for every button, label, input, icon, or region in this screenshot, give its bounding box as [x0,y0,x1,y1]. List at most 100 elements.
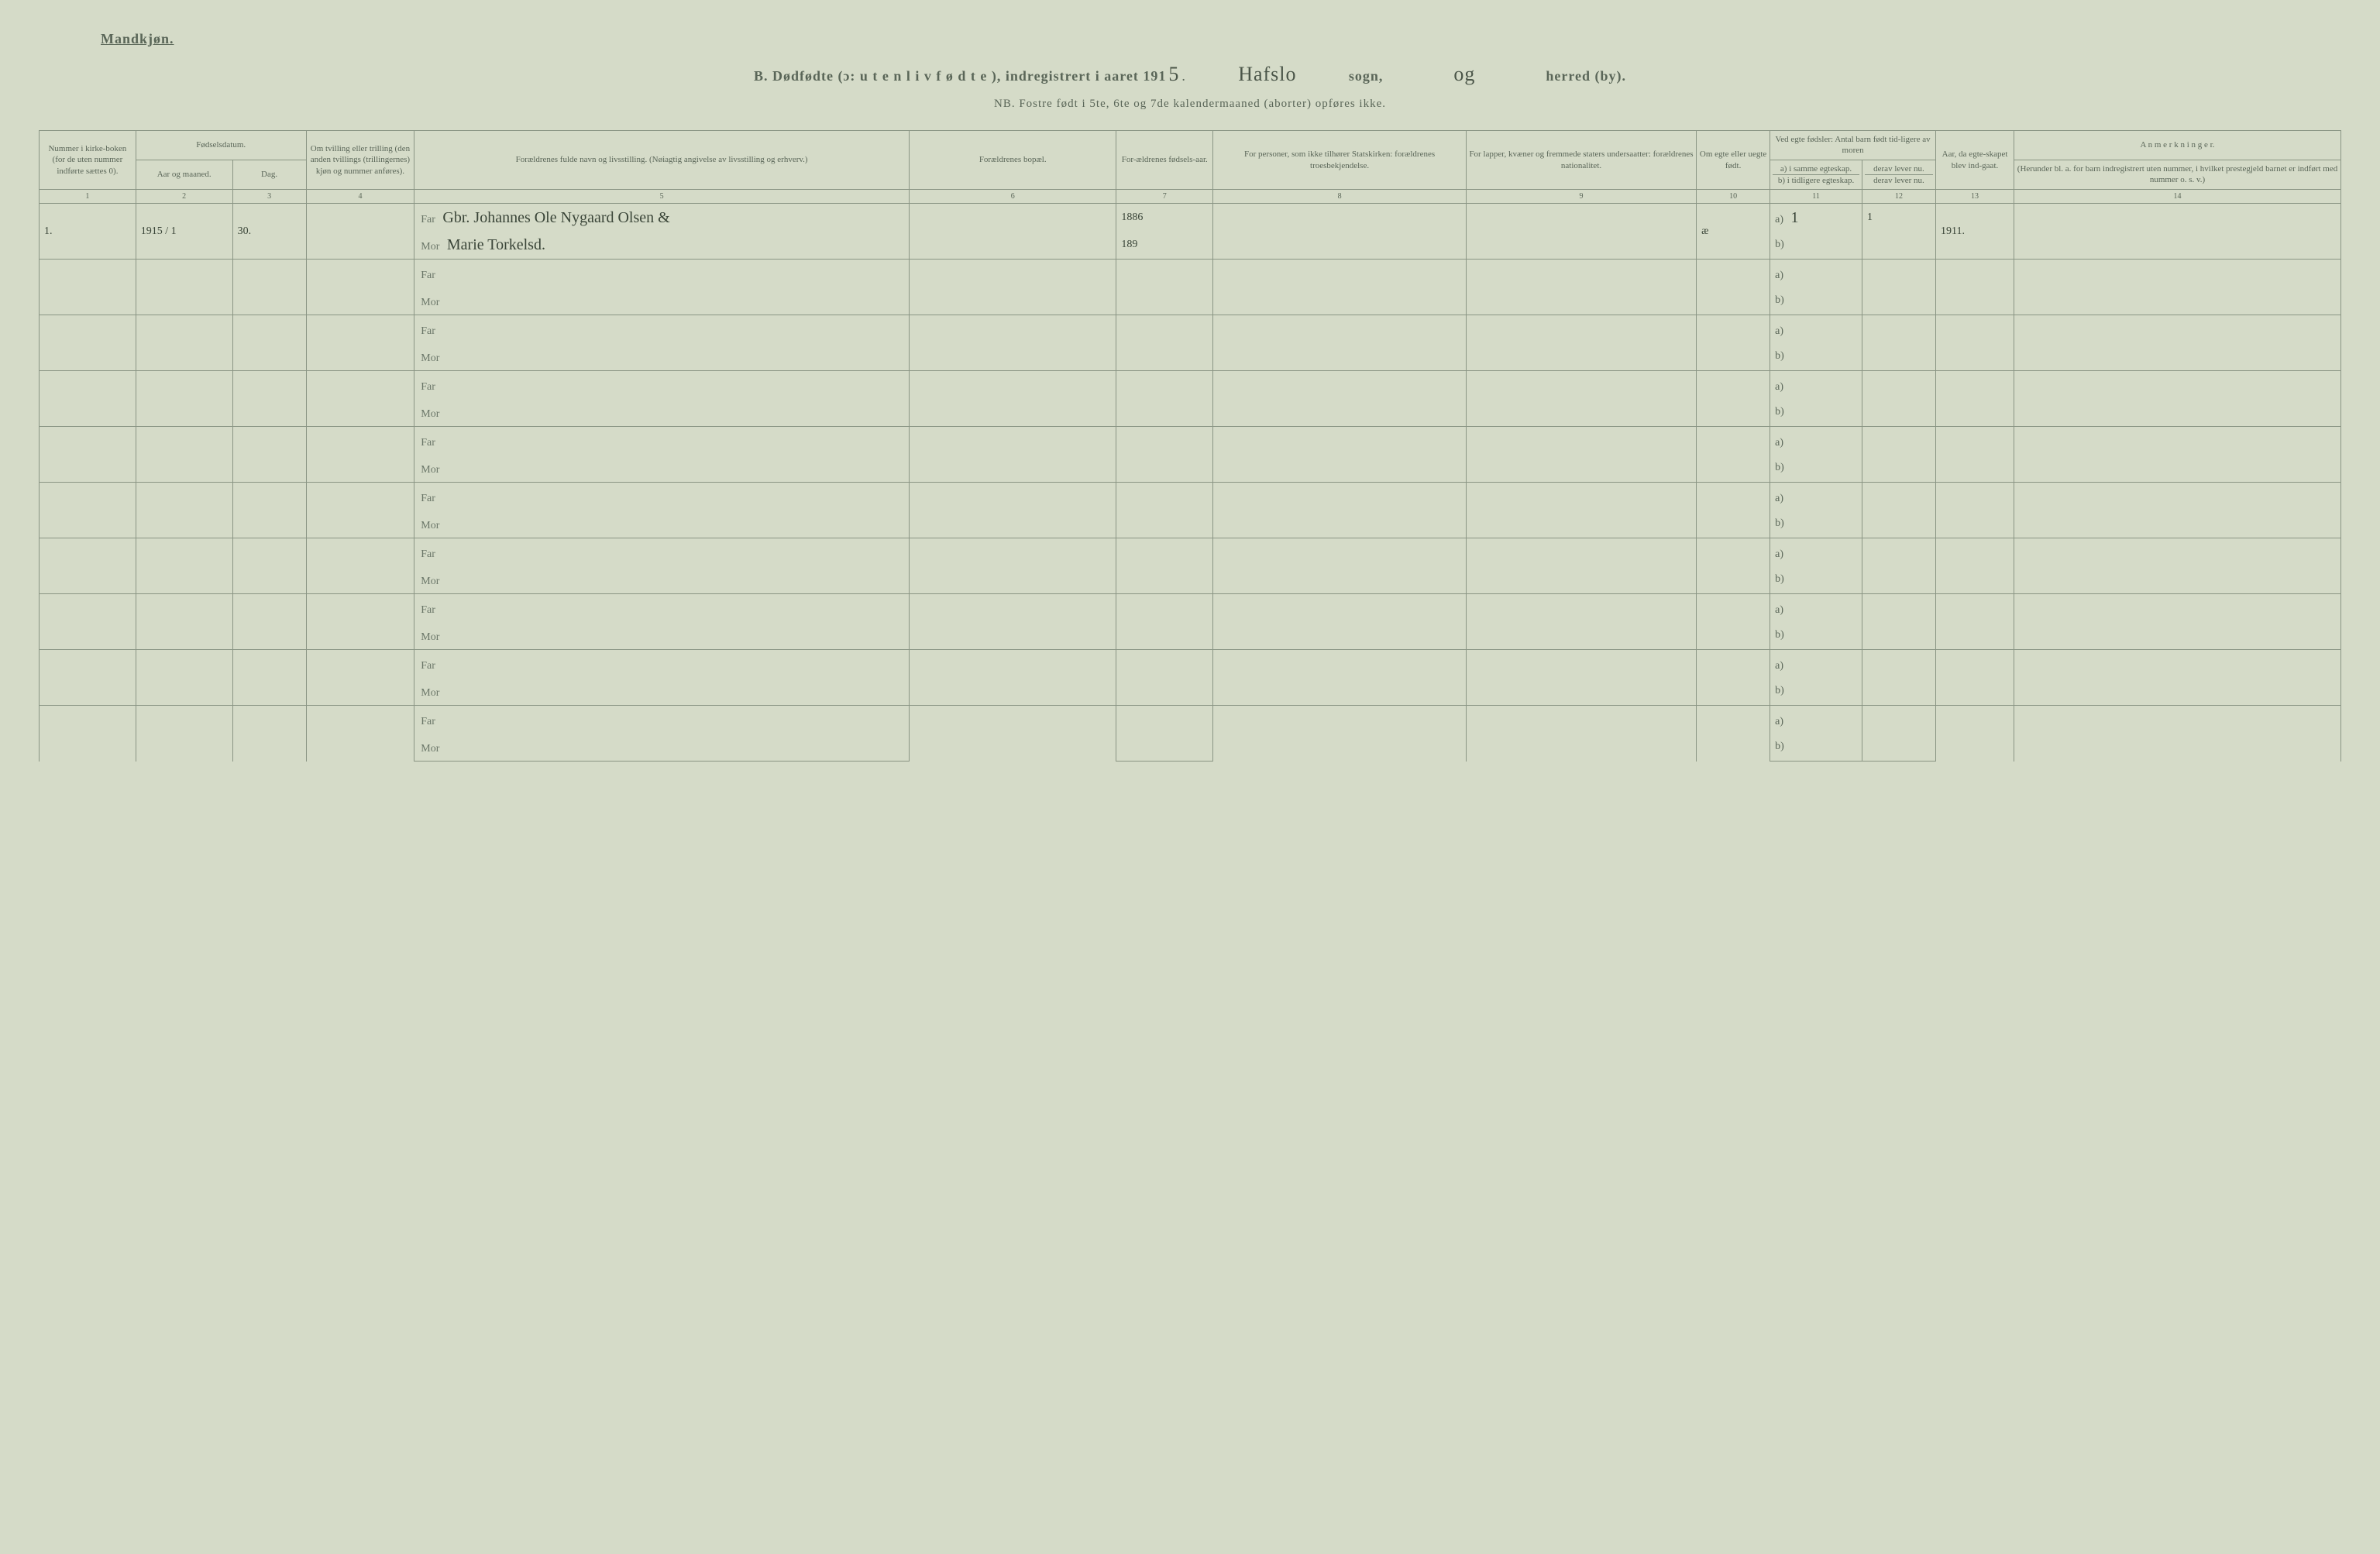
hdr-residence: Forældrenes bopæl. [910,131,1116,190]
hdr-marriage-year: Aar, da egte-skapet blev ind-gaat. [1936,131,2014,190]
entry-day [232,650,306,706]
entry-marriage-year [1936,260,2014,315]
entry-number [40,315,136,371]
entry-number [40,483,136,538]
entry-twin [306,260,414,315]
entry-residence [910,650,1116,706]
mor-birthyear [1116,511,1213,538]
far-label: Far Gbr. Johannes Ole Nygaard Olsen & [414,204,910,232]
entry-religion [1213,706,1467,762]
entry-nationality [1466,315,1696,371]
entry-b: b) [1770,734,1862,762]
entry-remarks [2014,706,2341,762]
entry-nationality [1466,371,1696,427]
entry-b-lever [1862,343,1935,371]
entry-a-lever [1862,706,1935,734]
entry-b: b) [1770,399,1862,427]
entry-a-lever [1862,594,1935,622]
title-main: u t e n l i v f ø d t e ), indregistrert… [860,68,1166,84]
mor-label: Mor [414,622,910,650]
entry-marriage-year [1936,483,2014,538]
far-birthyear [1116,483,1213,511]
year-suffix: 5 [1166,63,1181,86]
entry-year-month [136,538,232,594]
far-label: Far [414,538,910,566]
entry-b: b) [1770,566,1862,594]
col-number: 3 [232,190,306,204]
mor-label: Mor [414,566,910,594]
gender-label: Mandkjøn. [101,31,2341,47]
entry-day [232,538,306,594]
entry-remarks [2014,650,2341,706]
entry-religion [1213,650,1467,706]
entry-a: a) [1770,706,1862,734]
col-number: 2 [136,190,232,204]
entry-residence [910,315,1116,371]
entry-remarks [2014,204,2341,260]
far-birthyear [1116,260,1213,287]
entry-religion [1213,260,1467,315]
col-number: 10 [1697,190,1770,204]
herred-label: herred (by). [1546,68,1626,84]
entry-b-lever [1862,622,1935,650]
far-label: Far [414,483,910,511]
entry-b-lever [1862,455,1935,483]
hdr-prev-marriage: b) i tidligere egteskap. [1773,175,1859,186]
entry-religion [1213,371,1467,427]
entry-twin [306,204,414,260]
mor-label: Mor [414,343,910,371]
col-number: 11 [1770,190,1862,204]
entry-day [232,315,306,371]
entry-year-month [136,427,232,483]
col-number: 14 [2014,190,2341,204]
entry-day [232,594,306,650]
entry-religion [1213,594,1467,650]
entry-b: b) [1770,622,1862,650]
far-birthyear [1116,594,1213,622]
entry-religion [1213,483,1467,538]
entry-b: b) [1770,511,1862,538]
entry-a-lever [1862,483,1935,511]
mor-birthyear: 189 [1116,232,1213,260]
entry-a: a) [1770,371,1862,399]
entry-twin [306,427,414,483]
entry-remarks [2014,594,2341,650]
entry-residence [910,483,1116,538]
entry-residence [910,427,1116,483]
hdr-same-marriage: a) i samme egteskap. [1773,163,1859,175]
col-number: 12 [1862,190,1935,204]
entry-number [40,427,136,483]
entry-a: a) [1770,538,1862,566]
mor-label: Mor [414,455,910,483]
entry-day [232,483,306,538]
hdr-birthdate: Fødselsdatum. [136,131,306,160]
far-label: Far [414,650,910,678]
entry-b-lever [1862,678,1935,706]
entry-a: a) [1770,260,1862,287]
entry-residence [910,538,1116,594]
entry-residence [910,260,1116,315]
far-label: Far [414,260,910,287]
entry-number [40,260,136,315]
hdr-remarks: A n m e r k n i n g e r. [2014,131,2341,160]
entry-year-month [136,594,232,650]
entry-marriage-year [1936,538,2014,594]
mor-birthyear [1116,678,1213,706]
hdr-c11: derav lever nu. derav lever nu. [1862,160,1935,190]
entry-residence [910,706,1116,762]
entry-b-lever [1862,566,1935,594]
entry-a: a) [1770,427,1862,455]
entry-nationality [1466,204,1696,260]
hdr-parent-birthyear: For-ældrenes fødsels-aar. [1116,131,1213,190]
entry-day: 30. [232,204,306,260]
entry-a-lever: 1 [1862,204,1935,232]
entry-remarks [2014,260,2341,315]
entry-religion [1213,427,1467,483]
entry-legitimate [1697,371,1770,427]
entry-year-month [136,650,232,706]
mor-birthyear [1116,566,1213,594]
hdr-remarks-title: A n m e r k n i n g e r. [2017,139,2338,150]
far-birthyear [1116,427,1213,455]
entry-twin [306,315,414,371]
entry-marriage-year [1936,427,2014,483]
